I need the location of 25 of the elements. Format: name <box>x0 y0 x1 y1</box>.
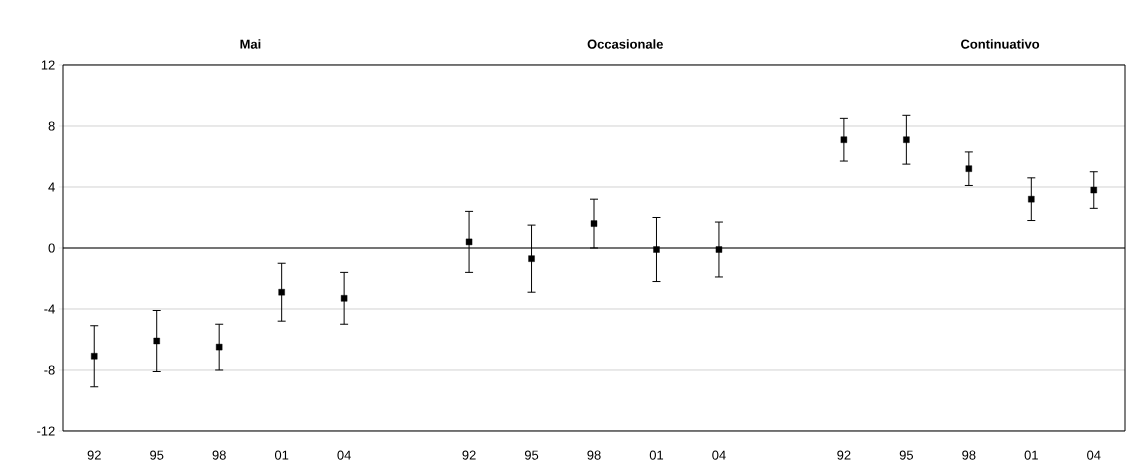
y-tick-label: 8 <box>48 121 55 131</box>
text: Occasionale <box>587 39 663 49</box>
y-tick-label: 4 <box>48 182 55 192</box>
y-tick-label: -4 <box>44 304 55 314</box>
x-tick-label: 04 <box>337 450 351 460</box>
y-tick-label: 12 <box>41 60 55 70</box>
x-tick-label: 95 <box>524 450 539 460</box>
text: Continuativo <box>961 39 1040 49</box>
x-tick-label: 04 <box>712 450 726 460</box>
y-tick-label: 0 <box>48 243 55 253</box>
x-tick-label: 01 <box>649 450 664 460</box>
x-tick-label: 92 <box>837 450 851 460</box>
y-tick-label: -12 <box>37 426 55 436</box>
x-tick-label: 95 <box>899 450 914 460</box>
x-tick-label: 01 <box>1024 450 1038 460</box>
x-tick-label: 01 <box>274 450 289 460</box>
x-tick-label: 04 <box>1087 450 1101 460</box>
x-tick-label: 92 <box>462 450 476 460</box>
x-tick-label: 92 <box>87 450 101 460</box>
x-tick-label: 98 <box>587 450 601 460</box>
text: Mai <box>240 39 261 49</box>
y-tick-label: -8 <box>44 365 55 375</box>
x-tick-label: 98 <box>212 450 226 460</box>
x-tick-label: 95 <box>150 450 164 460</box>
x-tick-label: 98 <box>962 450 976 460</box>
